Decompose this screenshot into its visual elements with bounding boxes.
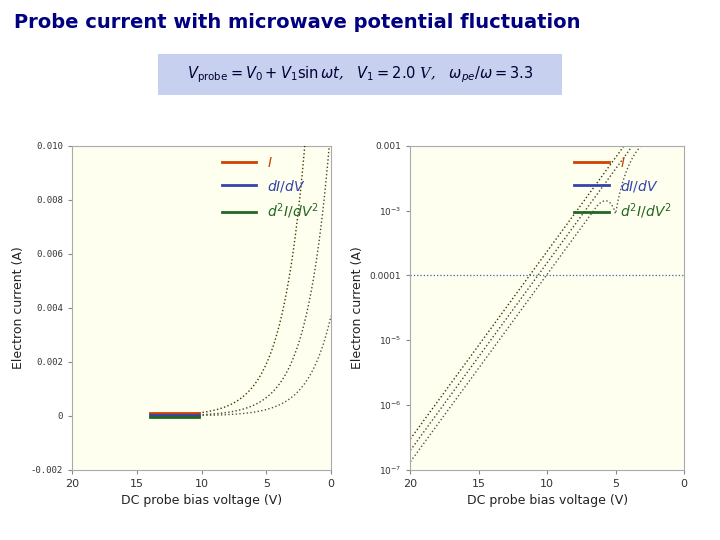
Y-axis label: Electron current (A): Electron current (A) [12,246,25,369]
Text: Probe current with microwave potential fluctuation: Probe current with microwave potential f… [14,14,581,32]
Y-axis label: Electron current (A): Electron current (A) [351,246,364,369]
Legend: $I$, $dI/dV$, $d^2I/dV^2$: $I$, $dI/dV$, $d^2I/dV^2$ [574,156,672,221]
X-axis label: DC probe bias voltage (V): DC probe bias voltage (V) [121,495,282,508]
Text: $V_{\mathrm{probe}}=V_0+V_1\sin\omega t$,   $V_1=2.0$ V,   $\omega_{pe}/\omega =: $V_{\mathrm{probe}}=V_0+V_1\sin\omega t$… [186,64,534,85]
Legend: $I$, $dI/dV$, $d^2I/dV^2$: $I$, $dI/dV$, $d^2I/dV^2$ [222,156,319,221]
X-axis label: DC probe bias voltage (V): DC probe bias voltage (V) [467,495,628,508]
